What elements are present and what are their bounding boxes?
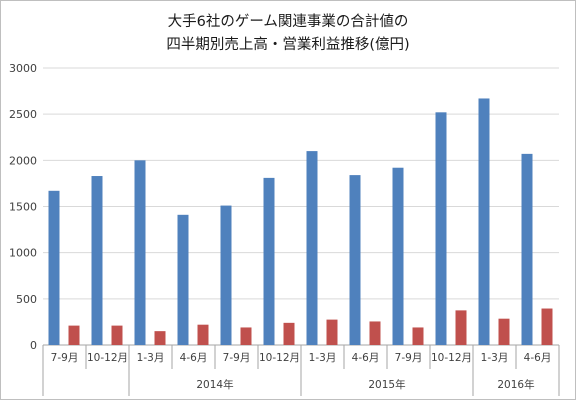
x-category-label: 7-9月 <box>395 352 423 364</box>
y-tick-label: 500 <box>16 293 37 306</box>
bar-series-1 <box>220 205 232 345</box>
y-tick-label: 1500 <box>9 201 37 214</box>
x-category-label: 4-6月 <box>180 352 208 364</box>
y-tick-label: 2500 <box>9 108 37 121</box>
bar-series-2 <box>154 331 166 345</box>
x-category-label: 1-3月 <box>481 352 509 364</box>
bar-series-2 <box>68 325 80 345</box>
bar-series-1 <box>521 153 533 345</box>
year-group-label: 2014年 <box>196 378 233 391</box>
bar-series-1 <box>134 160 146 345</box>
bar-series-2 <box>541 308 553 345</box>
year-group-label: 2016年 <box>497 378 534 391</box>
y-tick-label: 1000 <box>9 247 37 260</box>
y-tick-label: 3000 <box>9 62 37 75</box>
bar-series-1 <box>91 176 103 345</box>
x-category-label: 10-12月 <box>431 352 472 364</box>
x-category-label: 7-9月 <box>51 352 79 364</box>
x-category-label: 4-6月 <box>352 352 380 364</box>
bar-series-1 <box>177 214 189 345</box>
chart-title-line-1: 大手6社のゲーム関連事業の合計値の <box>167 14 409 30</box>
bar-series-1 <box>48 190 60 345</box>
bar-series-2 <box>111 325 123 345</box>
x-category-label: 7-9月 <box>223 352 251 364</box>
x-category-label: 1-3月 <box>309 352 337 364</box>
bar-series-2 <box>240 327 252 345</box>
bar-series-2 <box>498 318 510 345</box>
bar-series-1 <box>435 112 447 345</box>
bar-series-1 <box>306 151 318 345</box>
x-category-label: 1-3月 <box>137 352 165 364</box>
y-tick-label: 2000 <box>9 154 37 167</box>
x-category-label: 10-12月 <box>259 352 300 364</box>
bar-series-2 <box>369 321 381 345</box>
y-tick-label: 0 <box>30 339 37 352</box>
bar-series-1 <box>478 98 490 345</box>
bar-series-2 <box>197 324 209 345</box>
bar-series-1 <box>392 167 404 345</box>
year-group-label: 2015年 <box>368 378 405 391</box>
bar-series-1 <box>263 177 275 345</box>
bar-series-2 <box>455 310 467 345</box>
bar-series-2 <box>326 319 338 345</box>
bar-series-2 <box>412 327 424 345</box>
x-category-label: 10-12月 <box>87 352 128 364</box>
x-category-label: 4-6月 <box>524 352 552 364</box>
chart-title-line-2: 四半期別売上高・営業利益推移(億円) <box>166 37 410 53</box>
bar-series-2 <box>283 322 295 345</box>
bar-series-1 <box>349 175 361 345</box>
